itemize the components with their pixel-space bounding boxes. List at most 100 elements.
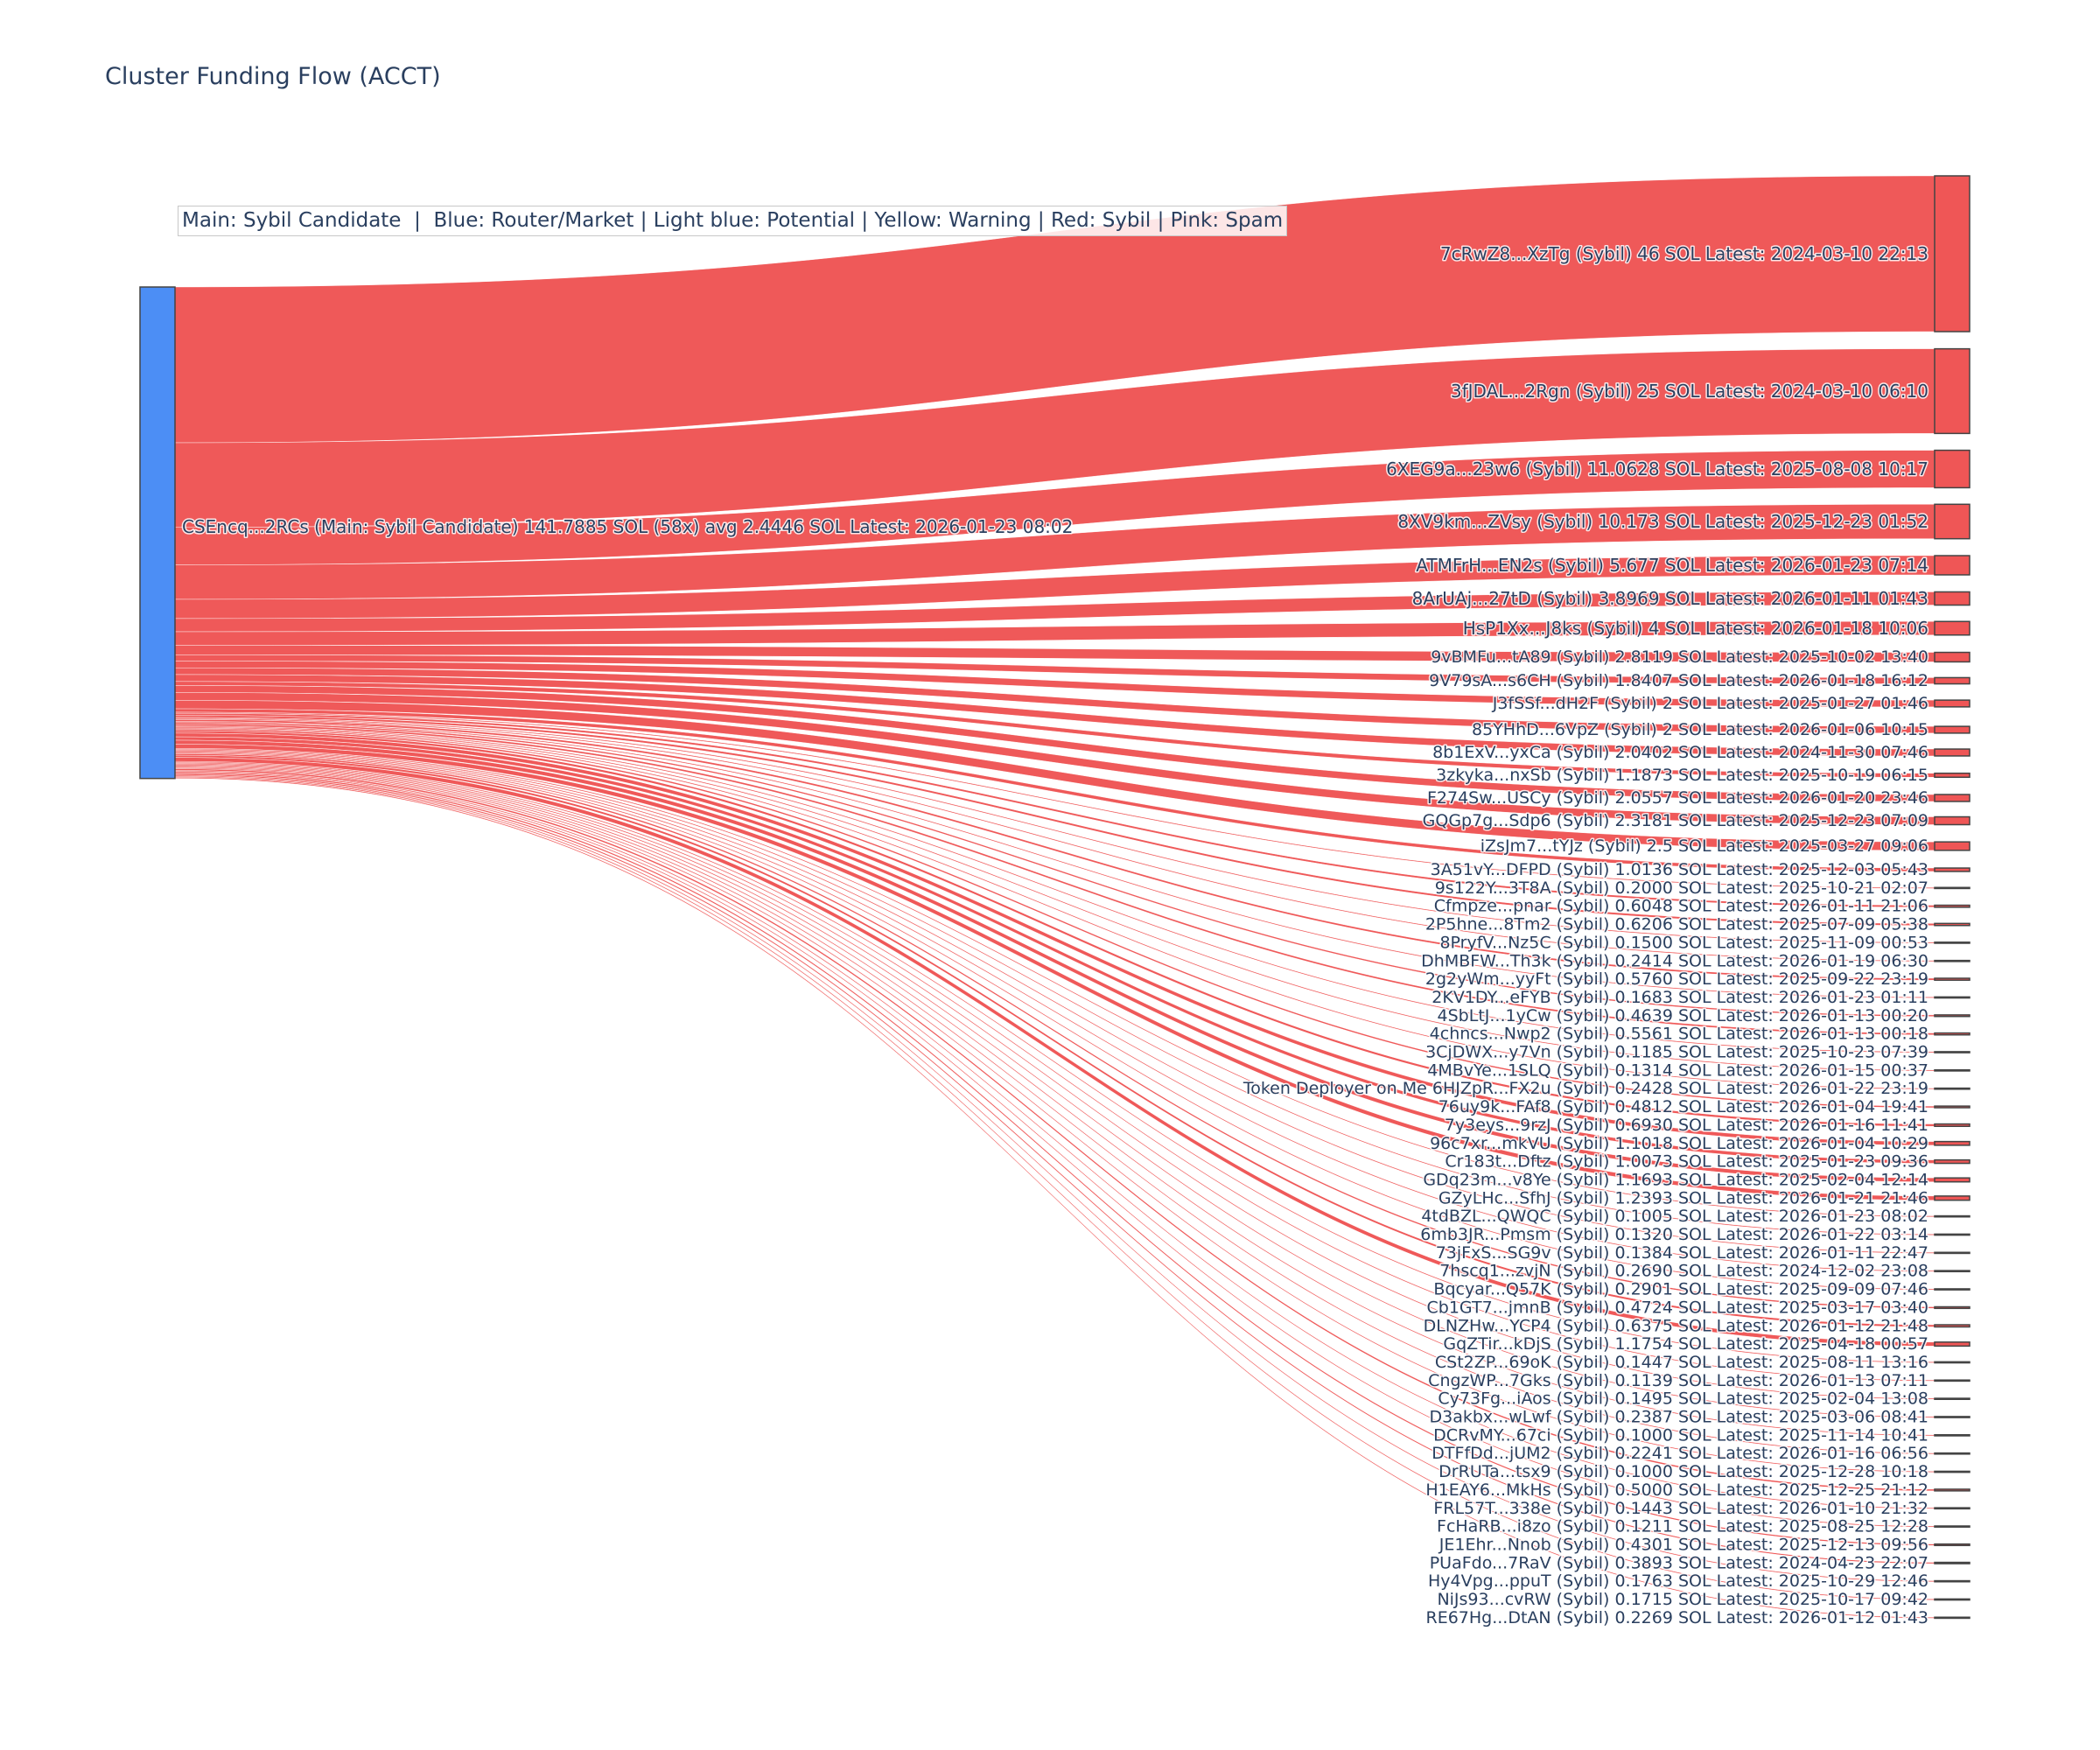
target-node[interactable]: [1934, 1579, 1970, 1583]
target-node[interactable]: [1934, 1379, 1970, 1382]
target-node[interactable]: [1934, 1032, 1970, 1036]
target-node[interactable]: [1934, 175, 1970, 332]
target-node-label: 9V79sA...s6CH (Sybil) 1.8407 SOL Latest:…: [1429, 671, 1928, 690]
target-node[interactable]: [1934, 1452, 1970, 1455]
target-node-label: 7cRwZ8...XzTg (Sybil) 46 SOL Latest: 202…: [1440, 243, 1928, 264]
target-node[interactable]: [1934, 1270, 1970, 1273]
target-node-label: 85YHhD...6VpZ (Sybil) 2 SOL Latest: 2026…: [1472, 720, 1928, 739]
source-node-label: CSEncq...2RCs (Main: Sybil Candidate) 14…: [182, 516, 1073, 537]
target-node[interactable]: [1934, 1214, 1970, 1218]
target-node[interactable]: [1934, 1288, 1970, 1291]
target-node-label: 9vBMFu...tA89 (Sybil) 2.8119 SOL Latest:…: [1431, 648, 1928, 667]
target-node[interactable]: [1934, 1177, 1970, 1183]
target-node-label: FcHaRB...i8zo (Sybil) 0.1211 SOL Latest:…: [1437, 1517, 1928, 1536]
target-node-label: J3fSSf...dH2F (Sybil) 2 SOL Latest: 2025…: [1492, 694, 1928, 713]
target-node-label: 3zkyka...nxSb (Sybil) 1.1873 SOL Latest:…: [1436, 766, 1928, 785]
target-node[interactable]: [1934, 1069, 1970, 1072]
target-node[interactable]: [1934, 841, 1970, 851]
target-node[interactable]: [1934, 922, 1970, 927]
target-node[interactable]: [1934, 1158, 1970, 1165]
target-node[interactable]: [1934, 651, 1970, 663]
target-node[interactable]: [1934, 1195, 1970, 1201]
target-node[interactable]: [1934, 996, 1970, 999]
target-node[interactable]: [1934, 1341, 1970, 1348]
source-node[interactable]: [139, 286, 176, 780]
target-node[interactable]: [1934, 1616, 1970, 1620]
target-node[interactable]: [1934, 620, 1970, 636]
target-node-label: 3fJDAL...2Rgn (Sybil) 25 SOL Latest: 202…: [1451, 381, 1928, 402]
target-node[interactable]: [1934, 1488, 1970, 1492]
target-node[interactable]: [1934, 699, 1970, 708]
target-node[interactable]: [1934, 555, 1970, 576]
target-node[interactable]: [1934, 1306, 1970, 1310]
target-node[interactable]: [1934, 1416, 1970, 1418]
target-node-label: 8PryfV...Nz5C (Sybil) 0.1500 SOL Latest:…: [1439, 933, 1928, 952]
target-node-label: 7y3eys...9rzJ (Sybil) 0.6930 SOL Latest:…: [1445, 1116, 1928, 1135]
target-node[interactable]: [1934, 977, 1970, 981]
target-node-label: 2P5hne...8Tm2 (Sybil) 0.6206 SOL Latest:…: [1425, 915, 1928, 934]
target-node[interactable]: [1934, 1233, 1970, 1236]
target-node[interactable]: [1934, 772, 1970, 779]
target-node-label: 2g2yWm...yyFt (Sybil) 0.5760 SOL Latest:…: [1425, 970, 1928, 989]
target-node-label: Cy73Fg...iAos (Sybil) 0.1495 SOL Latest:…: [1438, 1390, 1928, 1409]
target-node[interactable]: [1934, 347, 1970, 435]
target-node[interactable]: [1934, 1014, 1970, 1018]
target-node[interactable]: [1934, 1324, 1970, 1328]
target-node[interactable]: [1934, 449, 1970, 489]
target-node-label: 6mb3JR...Pmsm (Sybil) 0.1320 SOL Latest:…: [1420, 1225, 1928, 1244]
target-node-label: 73jFxS...SG9v (Sybil) 0.1384 SOL Latest:…: [1436, 1243, 1928, 1263]
target-node-label: CSt2ZP...69oK (Sybil) 0.1447 SOL Latest:…: [1435, 1353, 1928, 1372]
target-node[interactable]: [1934, 1397, 1970, 1401]
target-node[interactable]: [1934, 591, 1970, 606]
links-layer: [174, 175, 1936, 1619]
target-node[interactable]: [1934, 676, 1970, 685]
target-node-label: 8ArUAj...27tD (Sybil) 3.8969 SOL Latest:…: [1412, 588, 1928, 609]
target-node[interactable]: [1934, 1470, 1970, 1474]
legend-annotation: Main: Sybil Candidate | Blue: Router/Mar…: [178, 206, 1288, 236]
target-node[interactable]: [1934, 942, 1970, 944]
target-node[interactable]: [1934, 1105, 1970, 1109]
target-node[interactable]: [1934, 1561, 1970, 1564]
target-node-label: DLNZHw...YCP4 (Sybil) 0.6375 SOL Latest:…: [1424, 1316, 1928, 1335]
target-node[interactable]: [1934, 1434, 1970, 1437]
target-node[interactable]: [1934, 503, 1970, 540]
target-node[interactable]: [1934, 1087, 1970, 1090]
target-node-label: JE1Ehr...Nnob (Sybil) 0.4301 SOL Latest:…: [1438, 1535, 1928, 1554]
target-node[interactable]: [1934, 886, 1970, 890]
target-node-label: GQGp7g...Sdp6 (Sybil) 2.3181 SOL Latest:…: [1423, 811, 1928, 830]
target-node-label: 9s122Y...3T8A (Sybil) 0.2000 SOL Latest:…: [1435, 878, 1928, 898]
target-node[interactable]: [1934, 1543, 1970, 1547]
target-node-label: CngzWP...7Gks (Sybil) 0.1139 SOL Latest:…: [1428, 1371, 1928, 1390]
target-node[interactable]: [1934, 1051, 1970, 1054]
target-node-label: NiJs93...cvRW (Sybil) 0.1715 SOL Latest:…: [1437, 1590, 1928, 1609]
target-node-label: iZsJm7...tYJz (Sybil) 2.5 SOL Latest: 20…: [1480, 836, 1928, 856]
target-node[interactable]: [1934, 959, 1970, 962]
target-node-label: HsP1Xx...J8ks (Sybil) 4 SOL Latest: 2026…: [1463, 618, 1928, 639]
labels-layer: 7cRwZ8...XzTg (Sybil) 46 SOL Latest: 202…: [181, 242, 1930, 1629]
target-node-label: 6XEG9a...23w6 (Sybil) 11.0628 SOL Latest…: [1386, 458, 1928, 480]
target-node-label: 4SbLtJ...1yCw (Sybil) 0.4639 SOL Latest:…: [1438, 1006, 1928, 1026]
target-node[interactable]: [1934, 816, 1970, 826]
target-node[interactable]: [1934, 867, 1970, 872]
target-node-label: Cr183t...Dftz (Sybil) 1.0073 SOL Latest:…: [1445, 1152, 1928, 1172]
chart-title: Cluster Funding Flow (ACCT): [105, 63, 441, 90]
target-node-label: 8XV9km...ZVsy (Sybil) 10.173 SOL Latest:…: [1397, 511, 1928, 532]
target-node-label: ATMFrH...EN2s (Sybil) 5.677 SOL Latest: …: [1416, 555, 1928, 576]
target-node-label: GqZTir...kDjS (Sybil) 1.1754 SOL Latest:…: [1443, 1334, 1928, 1354]
target-node-label: 76uy9k...FAf8 (Sybil) 0.4812 SOL Latest:…: [1438, 1097, 1928, 1116]
target-node[interactable]: [1934, 1251, 1970, 1255]
target-node[interactable]: [1934, 1140, 1970, 1146]
target-node-label: GDq23m...v8Ye (Sybil) 1.1693 SOL Latest:…: [1423, 1170, 1928, 1189]
target-node[interactable]: [1934, 794, 1970, 802]
target-node-label: F274Sw...USCy (Sybil) 2.0557 SOL Latest:…: [1427, 788, 1928, 808]
target-node[interactable]: [1934, 1598, 1970, 1601]
target-node[interactable]: [1934, 1525, 1970, 1528]
target-node[interactable]: [1934, 1123, 1970, 1127]
target-node-label: 4MBvYe...1SLQ (Sybil) 0.1314 SOL Latest:…: [1427, 1060, 1928, 1080]
target-node-label: DrRUTa...tsx9 (Sybil) 0.1000 SOL Latest:…: [1438, 1462, 1928, 1481]
target-node[interactable]: [1934, 904, 1970, 908]
target-node-label: 4chncs...Nwp2 (Sybil) 0.5561 SOL Latest:…: [1430, 1025, 1928, 1044]
target-node[interactable]: [1934, 725, 1970, 734]
target-node[interactable]: [1934, 748, 1970, 757]
